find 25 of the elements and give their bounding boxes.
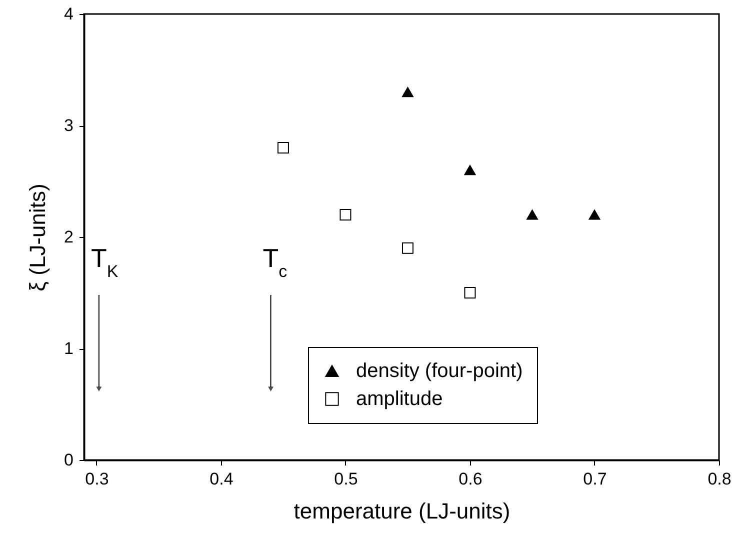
ref-line-label: T$_{K}$ — [90, 243, 119, 280]
y-tick-label: 2 — [64, 228, 74, 246]
y-tick-label: 0 — [64, 450, 74, 470]
x-tick-label: 0.7 — [583, 470, 607, 488]
point — [464, 165, 476, 176]
point — [340, 208, 352, 220]
ref-line-label: T$_{c}$ — [262, 243, 288, 280]
point — [588, 210, 600, 220]
legend-label: amplitude — [356, 388, 443, 410]
y-tick-label: 1 — [64, 339, 74, 358]
x-tick-label: 0.5 — [334, 470, 358, 488]
point — [526, 210, 538, 220]
x-tick-label: 0.4 — [210, 470, 234, 488]
legend-label: density (four-point) — [356, 360, 523, 382]
y-tick-label: 4 — [64, 4, 74, 24]
point — [464, 287, 476, 298]
x-axis-title: temperature (LJ-units) — [294, 498, 510, 524]
point — [277, 142, 289, 154]
point — [402, 87, 414, 98]
y-tick-label: 3 — [64, 116, 74, 135]
x-tick-label: 0.3 — [85, 470, 109, 488]
point — [402, 242, 414, 254]
x-tick-label: 0.8 — [708, 470, 732, 488]
y-axis-title: ξ (LJ-units) — [25, 184, 50, 292]
x-tick-label: 0.6 — [458, 470, 482, 488]
